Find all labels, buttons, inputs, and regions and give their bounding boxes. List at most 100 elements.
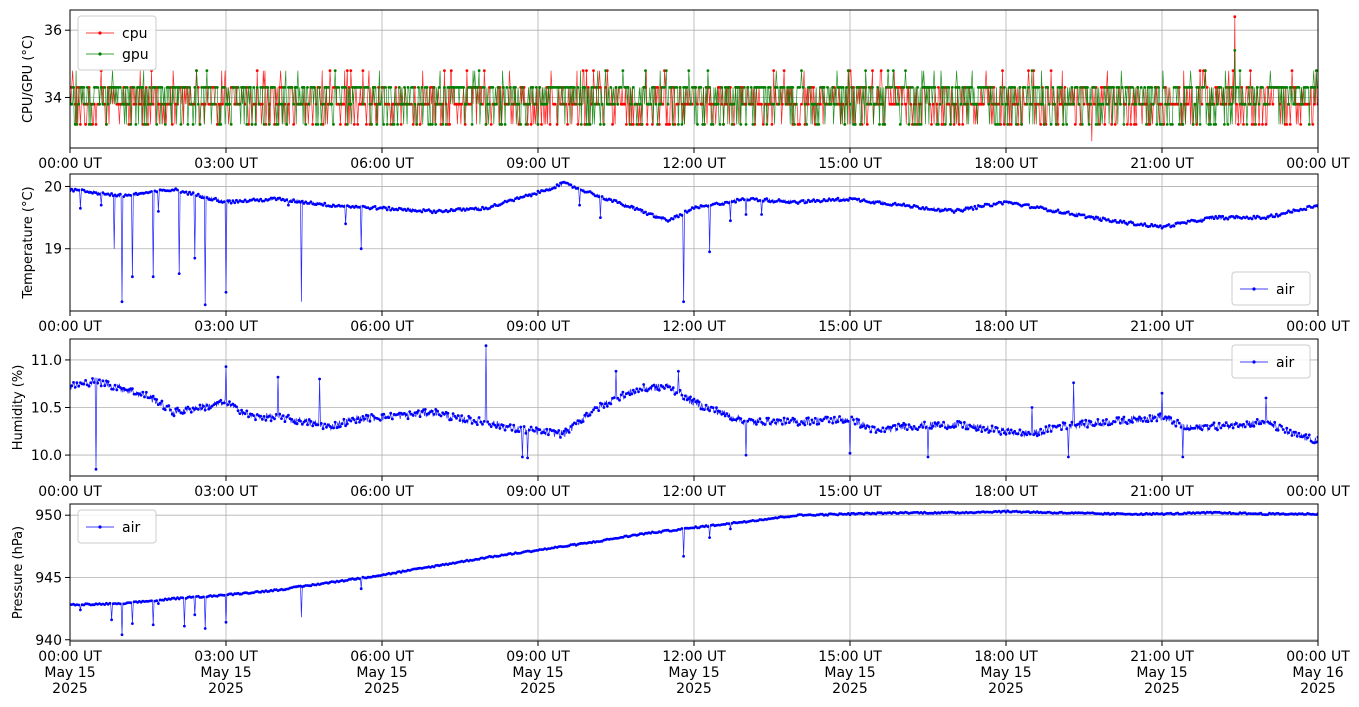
data-point xyxy=(631,205,635,209)
data-point xyxy=(798,123,802,126)
data-point xyxy=(330,205,334,209)
data-point xyxy=(1247,423,1251,426)
data-point xyxy=(1139,417,1143,420)
data-point xyxy=(715,406,718,410)
data-point xyxy=(472,419,476,422)
data-point xyxy=(933,86,937,89)
data-point xyxy=(75,123,79,126)
data-point xyxy=(397,86,401,89)
data-point xyxy=(77,188,81,192)
data-point xyxy=(491,86,495,89)
data-point xyxy=(292,123,295,126)
data-point xyxy=(1226,123,1230,126)
data-point xyxy=(611,123,614,126)
data-point xyxy=(635,387,639,391)
data-point xyxy=(408,102,412,106)
data-point xyxy=(1216,428,1219,432)
data-point xyxy=(484,344,488,348)
data-point xyxy=(810,418,814,422)
y-tick-label: 11.0 xyxy=(31,353,62,369)
data-point xyxy=(524,123,528,126)
data-point xyxy=(642,86,646,89)
data-point xyxy=(1067,210,1070,214)
data-point xyxy=(1027,203,1030,207)
data-point xyxy=(670,86,673,89)
x-tick-label-line: 12:00 UT xyxy=(662,484,726,500)
data-point xyxy=(1093,217,1096,221)
data-point xyxy=(1047,424,1051,427)
data-point xyxy=(607,102,611,106)
data-point xyxy=(1073,123,1077,126)
data-point xyxy=(366,86,370,89)
data-point xyxy=(609,86,613,89)
data-point xyxy=(396,208,399,212)
data-point xyxy=(479,102,483,106)
data-point xyxy=(1275,212,1278,216)
data-point xyxy=(143,395,146,399)
data-point xyxy=(507,425,510,428)
data-point xyxy=(1075,86,1079,89)
data-point xyxy=(215,86,219,89)
data-point xyxy=(434,408,438,411)
legend: air xyxy=(77,509,157,544)
data-point xyxy=(1105,418,1108,421)
legend-swatch-marker xyxy=(98,52,102,56)
data-point xyxy=(713,410,717,414)
legend: air xyxy=(1231,344,1311,379)
data-point xyxy=(990,424,994,428)
data-point xyxy=(521,455,524,459)
data-point xyxy=(879,69,883,72)
x-tick-label-line: 09:00 UT xyxy=(506,484,570,500)
data-point xyxy=(829,417,833,420)
data-point xyxy=(1235,422,1238,425)
data-point xyxy=(449,418,453,422)
data-point xyxy=(157,210,160,213)
data-point xyxy=(1285,426,1289,430)
data-point xyxy=(602,406,606,409)
data-point xyxy=(813,102,817,106)
data-point xyxy=(640,388,644,392)
data-point xyxy=(108,383,112,387)
data-point xyxy=(579,123,583,126)
data-point xyxy=(1153,86,1157,89)
data-point xyxy=(167,86,171,89)
data-point xyxy=(1134,123,1138,126)
data-point xyxy=(656,86,659,89)
data-point xyxy=(1020,433,1023,437)
data-point xyxy=(1162,417,1166,421)
x-tick-label-line: May 15 xyxy=(980,665,1031,681)
data-point xyxy=(680,123,684,126)
data-point xyxy=(1054,123,1058,126)
data-point xyxy=(252,414,256,417)
data-point xyxy=(772,102,776,106)
data-point xyxy=(1259,422,1263,426)
data-point xyxy=(205,404,209,407)
data-point xyxy=(938,102,942,106)
data-point xyxy=(155,398,159,401)
data-point xyxy=(406,417,410,421)
data-point xyxy=(1290,210,1294,214)
data-point xyxy=(1304,208,1308,212)
legend-swatch-marker xyxy=(1252,287,1256,291)
data-point xyxy=(349,69,353,72)
data-point xyxy=(84,379,87,382)
data-point xyxy=(966,427,970,431)
data-point xyxy=(1285,123,1289,126)
data-point xyxy=(153,86,157,89)
data-point xyxy=(1077,102,1081,106)
data-point xyxy=(566,123,569,126)
x-tick-label: 12:00 UT xyxy=(662,484,726,500)
data-point xyxy=(470,123,474,126)
data-point xyxy=(732,102,736,106)
x-tick-label-line: 06:00 UT xyxy=(350,484,414,500)
data-point xyxy=(739,417,743,420)
data-point xyxy=(181,596,185,600)
data-point xyxy=(290,200,294,204)
data-point xyxy=(657,388,661,392)
data-point xyxy=(319,123,323,126)
data-point xyxy=(689,208,692,212)
data-point xyxy=(1214,123,1218,126)
data-point xyxy=(741,102,744,106)
data-point xyxy=(198,403,202,407)
series-markers-air xyxy=(70,344,1318,471)
